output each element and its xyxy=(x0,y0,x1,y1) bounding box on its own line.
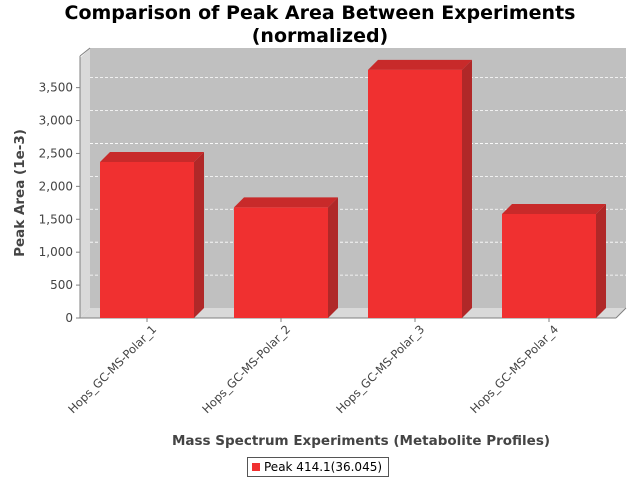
plot-floor xyxy=(80,308,626,318)
axis-corner-top xyxy=(79,47,91,57)
x-tick-label: Hops_GC-MS-Polar_2 xyxy=(199,322,293,416)
bar xyxy=(502,214,596,318)
y-tick-label: 0 xyxy=(65,311,73,325)
legend: Peak 414.1(36.045) xyxy=(247,457,390,477)
axis-corner-right xyxy=(615,307,627,319)
y-tick-label: 3,000 xyxy=(39,114,73,128)
bar-side xyxy=(596,204,606,318)
legend-label: Peak 414.1(36.045) xyxy=(264,460,383,474)
chart-title-line-2: (normalized) xyxy=(251,25,389,47)
bar-top xyxy=(100,152,204,162)
y-tick-label: 1,000 xyxy=(39,245,73,259)
bar xyxy=(368,69,462,318)
x-tick-label: Hops_GC-MS-Polar_3 xyxy=(333,322,427,416)
bar-side xyxy=(194,152,204,318)
y-tick-label: 500 xyxy=(50,278,73,292)
bar-top xyxy=(368,59,472,70)
x-axis-title: Mass Spectrum Experiments (Metabolite Pr… xyxy=(172,433,550,449)
bar xyxy=(234,207,328,318)
y-tick-label: 3,500 xyxy=(39,81,73,95)
bar xyxy=(100,162,194,318)
bar-top xyxy=(234,197,338,208)
bar-side xyxy=(328,197,338,318)
chart-title-line-1: Comparison of Peak Area Between Experime… xyxy=(64,2,576,24)
y-axis-title: Peak Area (1e-3) xyxy=(12,129,28,257)
chart-title: Comparison of Peak Area Between Experime… xyxy=(0,2,640,48)
bar-top xyxy=(502,204,606,214)
y-tick-label: 2,500 xyxy=(39,146,73,160)
y-tick-label: 1,500 xyxy=(39,212,73,226)
x-tick-label: Hops_GC-MS-Polar_4 xyxy=(467,322,561,416)
x-tick-label: Hops_GC-MS-Polar_1 xyxy=(65,322,159,416)
y-tick-label: 2,000 xyxy=(39,179,73,193)
bar-side xyxy=(462,59,472,318)
legend-swatch xyxy=(252,463,260,471)
plot-left-wall xyxy=(80,48,90,318)
